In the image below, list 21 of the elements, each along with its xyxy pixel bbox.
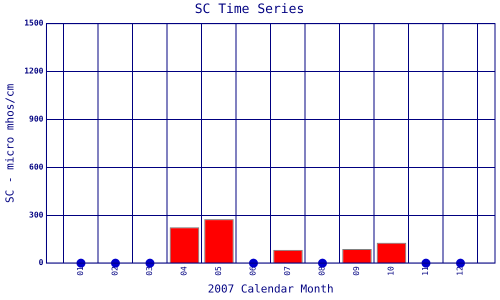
x-tick-label: 04 — [180, 266, 189, 276]
y-tick-label: 300 — [29, 210, 44, 220]
y-tick-label: 0 — [38, 258, 44, 268]
x-tick-label: 05 — [214, 266, 224, 276]
x-axis-title: 2007 Calendar Month — [208, 282, 334, 296]
y-tick-label: 600 — [29, 162, 44, 172]
x-tick-label: 06 — [248, 266, 258, 276]
x-tick-label: 10 — [386, 266, 396, 276]
x-tick-label: 11 — [421, 266, 430, 276]
y-tick-label: 1200 — [24, 66, 44, 76]
x-tick-label: 07 — [283, 266, 292, 276]
x-tick-label: 09 — [352, 266, 362, 276]
x-tick-label: 02 — [110, 266, 120, 276]
x-tick-label: 03 — [145, 266, 154, 276]
x-tick-label: 01 — [76, 266, 86, 276]
y-tick-label: 900 — [29, 114, 44, 124]
x-tick-label: 08 — [318, 266, 327, 276]
y-axis-title: SC - micro mhos/cm — [3, 83, 16, 203]
chart-title: SC Time Series — [194, 2, 304, 18]
x-tick-label: 12 — [456, 266, 465, 276]
y-tick-label: 1500 — [24, 18, 44, 28]
